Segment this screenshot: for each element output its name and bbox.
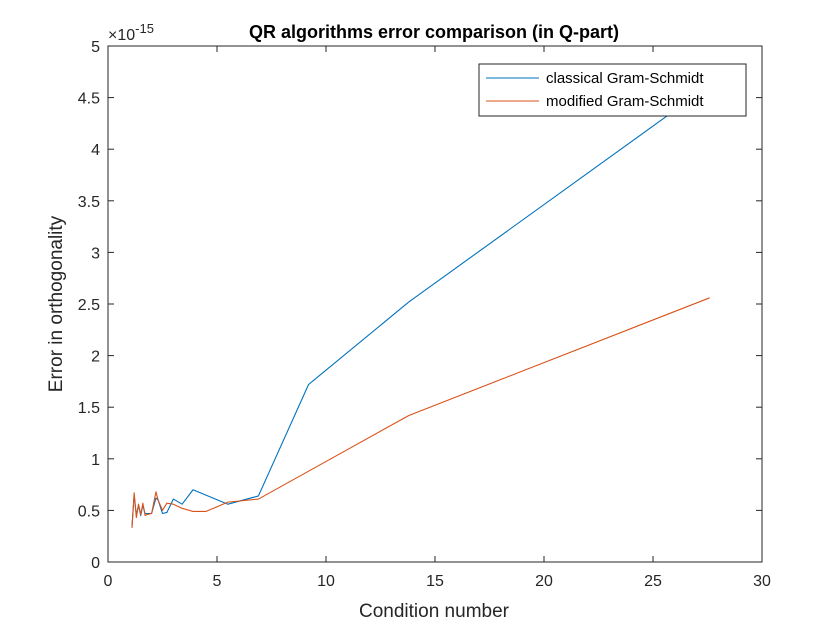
series-line-modified-gram-schmidt xyxy=(131,297,710,528)
y-axis-label: Error in orthogonality xyxy=(46,215,67,392)
y-tick-label: 1.5 xyxy=(78,400,100,417)
x-tick-label: 5 xyxy=(213,573,222,590)
plot-area xyxy=(108,46,762,562)
exponent-power: -15 xyxy=(135,21,154,36)
chart-title: QR algorithms error comparison (in Q-par… xyxy=(249,22,619,42)
x-tick-label: 0 xyxy=(104,573,113,590)
exponent-base: ×10 xyxy=(108,27,135,44)
y-tick-label: 2.5 xyxy=(78,297,100,314)
y-tick-label: 1 xyxy=(91,452,100,469)
y-tick-label: 0.5 xyxy=(78,503,100,520)
axes-background xyxy=(108,46,762,562)
y-tick-label: 3.5 xyxy=(78,194,100,211)
y-tick-label: 3 xyxy=(91,245,100,262)
x-tick-label: 20 xyxy=(535,573,553,590)
x-tick-label: 25 xyxy=(644,573,662,590)
svg-text:×10-15: ×10-15 xyxy=(108,21,154,44)
x-tick-label: 30 xyxy=(753,573,771,590)
series-layer xyxy=(131,84,711,528)
y-axis-exponent: ×10-15 xyxy=(108,21,154,44)
y-tick-label: 4 xyxy=(91,142,100,159)
legend-entry: modified Gram-Schmidt xyxy=(546,93,704,110)
x-axis-label: Condition number xyxy=(359,601,510,622)
y-tick-label: 0 xyxy=(91,555,100,572)
legend-box xyxy=(478,63,747,117)
y-tick-label: 5 xyxy=(91,39,100,56)
legend: classical Gram-Schmidt modified Gram-Schm… xyxy=(478,63,747,117)
legend-entry: classical Gram-Schmidt xyxy=(546,70,704,87)
axes-layer: 0 5 10 15 20 25 30 0 0.5 1 1.5 2 2.5 3 3.5 4 4.5 5 xyxy=(78,39,771,590)
x-tick-label: 10 xyxy=(317,573,335,590)
x-tick-label: 15 xyxy=(426,573,444,590)
y-tick-label: 2 xyxy=(91,349,100,366)
y-tick-label: 4.5 xyxy=(78,91,100,108)
